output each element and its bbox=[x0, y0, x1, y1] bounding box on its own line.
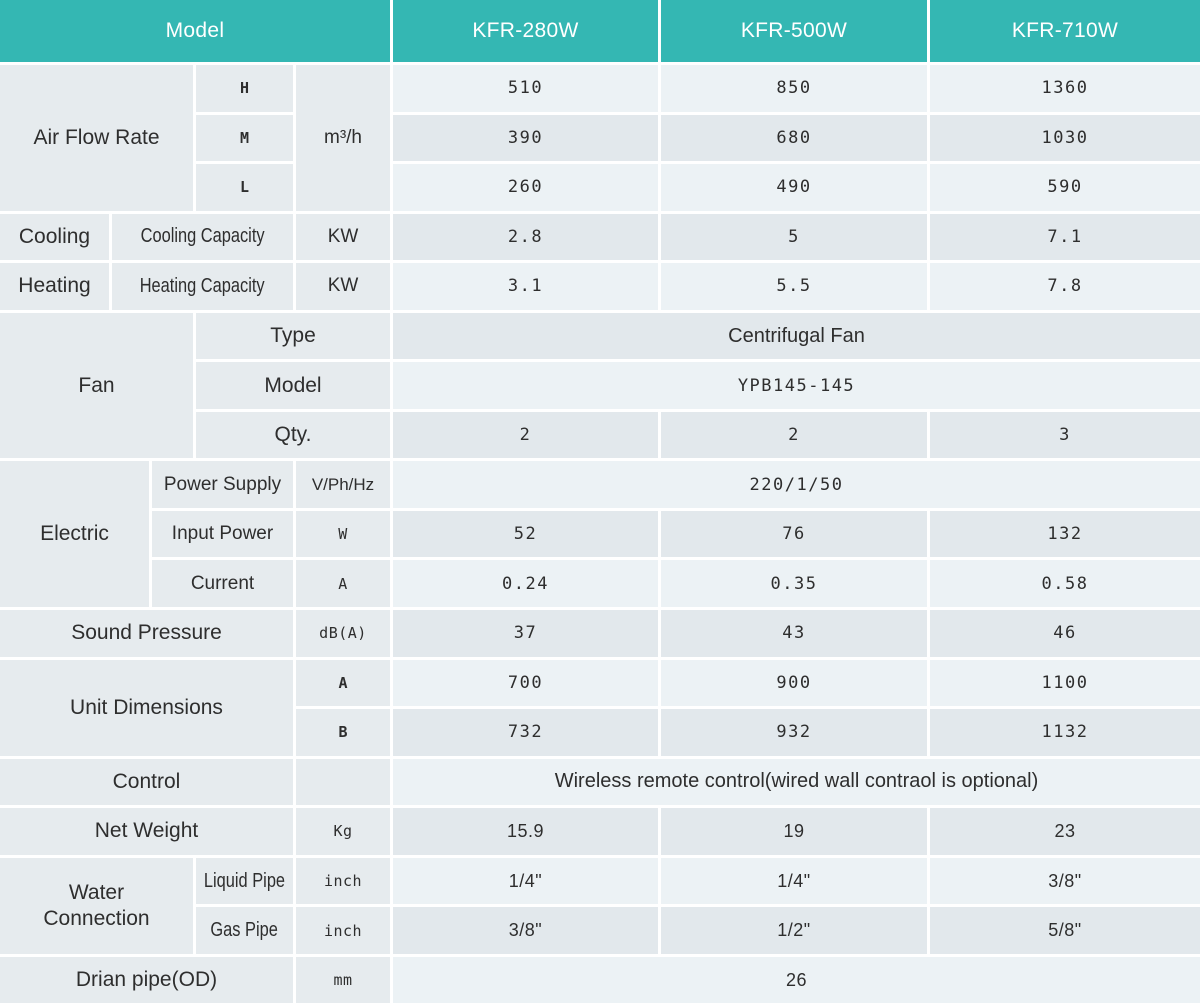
airflow-l-value-280: 260 bbox=[393, 164, 658, 211]
gas-pipe-value-500: 1/2" bbox=[661, 907, 927, 954]
dimension-b-value-710: 1132 bbox=[930, 709, 1200, 756]
heating-unit: KW bbox=[296, 263, 390, 310]
cooling-label: Cooling bbox=[0, 213, 109, 261]
water-connection-label: Water Connection bbox=[0, 857, 193, 954]
heating-value-280: 3.1 bbox=[393, 263, 658, 310]
airflow-label: Air Flow Rate bbox=[0, 65, 193, 211]
dimension-b-value-280: 732 bbox=[393, 709, 658, 756]
electric-label: Electric bbox=[0, 461, 149, 608]
fan-model-label: Model bbox=[196, 362, 390, 409]
current-value-500: 0.35 bbox=[661, 560, 927, 608]
net-weight-value-710: 23 bbox=[930, 808, 1200, 855]
fan-qty-label: Qty. bbox=[196, 411, 390, 459]
heating-value-500: 5.5 bbox=[661, 263, 927, 310]
gas-pipe-label: Gas Pipe bbox=[196, 907, 293, 954]
control-label: Control bbox=[0, 758, 293, 806]
fan-qty-value-500: 2 bbox=[661, 411, 927, 459]
power-supply-value: 220/1/50 bbox=[393, 461, 1200, 508]
airflow-m-value-710: 1030 bbox=[930, 114, 1200, 162]
control-unit-empty bbox=[296, 758, 390, 806]
cooling-value-500: 5 bbox=[661, 213, 927, 261]
drain-pipe-value: 26 bbox=[393, 956, 1200, 1004]
cooling-unit: KW bbox=[296, 213, 390, 261]
heating-capacity-label: Heating Capacity bbox=[112, 263, 293, 310]
gas-pipe-unit: inch bbox=[296, 907, 390, 954]
fan-label: Fan bbox=[0, 312, 193, 459]
sound-pressure-value-710: 46 bbox=[930, 610, 1200, 657]
net-weight-value-280: 15.9 bbox=[393, 808, 658, 855]
dimension-a-label: A bbox=[296, 659, 390, 707]
current-value-280: 0.24 bbox=[393, 560, 658, 608]
net-weight-value-500: 19 bbox=[661, 808, 927, 855]
airflow-h-value-500: 850 bbox=[661, 65, 927, 112]
header-model-label: Model bbox=[165, 19, 225, 42]
airflow-speed-h: H bbox=[196, 65, 293, 112]
dimension-a-value-710: 1100 bbox=[930, 659, 1200, 707]
drain-pipe-unit: mm bbox=[296, 956, 390, 1004]
airflow-m-value-280: 390 bbox=[393, 114, 658, 162]
header-col-kfr-710w: KFR-710W bbox=[930, 0, 1200, 62]
input-power-label: Input Power bbox=[152, 510, 293, 558]
dimension-a-value-500: 900 bbox=[661, 659, 927, 707]
gas-pipe-value-280: 3/8" bbox=[393, 907, 658, 954]
airflow-m-value-500: 680 bbox=[661, 114, 927, 162]
drain-pipe-label: Drian pipe(OD) bbox=[0, 956, 293, 1004]
airflow-h-value-710: 1360 bbox=[930, 65, 1200, 112]
current-label: Current bbox=[152, 560, 293, 608]
dimension-a-value-280: 700 bbox=[393, 659, 658, 707]
fan-qty-value-710: 3 bbox=[930, 411, 1200, 459]
liquid-pipe-value-280: 1/4" bbox=[393, 857, 658, 905]
fan-model-value: YPB145-145 bbox=[393, 362, 1200, 409]
fan-type-label: Type bbox=[196, 312, 390, 360]
airflow-speed-l: L bbox=[196, 164, 293, 211]
sound-pressure-value-500: 43 bbox=[661, 610, 927, 657]
fan-qty-value-280: 2 bbox=[393, 411, 658, 459]
input-power-value-500: 76 bbox=[661, 510, 927, 558]
current-unit: A bbox=[296, 560, 390, 608]
sound-pressure-unit: dB(A) bbox=[296, 610, 390, 657]
sound-pressure-value-280: 37 bbox=[393, 610, 658, 657]
airflow-l-value-710: 590 bbox=[930, 164, 1200, 211]
net-weight-label: Net Weight bbox=[0, 808, 293, 855]
header-model-cell: Model bbox=[0, 0, 390, 62]
current-value-710: 0.58 bbox=[930, 560, 1200, 608]
liquid-pipe-label: Liquid Pipe bbox=[196, 857, 293, 905]
net-weight-unit: Kg bbox=[296, 808, 390, 855]
cooling-value-280: 2.8 bbox=[393, 213, 658, 261]
airflow-l-value-500: 490 bbox=[661, 164, 927, 211]
fan-type-value: Centrifugal Fan bbox=[393, 312, 1200, 360]
liquid-pipe-value-710: 3/8" bbox=[930, 857, 1200, 905]
sound-pressure-label: Sound Pressure bbox=[0, 610, 293, 657]
header-col-kfr-280w: KFR-280W bbox=[393, 0, 658, 62]
liquid-pipe-unit: inch bbox=[296, 857, 390, 905]
airflow-h-value-280: 510 bbox=[393, 65, 658, 112]
airflow-speed-m: M bbox=[196, 114, 293, 162]
cooling-value-710: 7.1 bbox=[930, 213, 1200, 261]
header-col-kfr-500w: KFR-500W bbox=[661, 0, 927, 62]
power-supply-unit: V/Ph/Hz bbox=[296, 461, 390, 508]
input-power-value-280: 52 bbox=[393, 510, 658, 558]
dimension-b-value-500: 932 bbox=[661, 709, 927, 756]
dimension-b-label: B bbox=[296, 709, 390, 756]
unit-dimensions-label: Unit Dimensions bbox=[0, 659, 293, 756]
airflow-unit: m³/h bbox=[296, 65, 390, 211]
input-power-unit: W bbox=[296, 510, 390, 558]
power-supply-label: Power Supply bbox=[152, 461, 293, 508]
input-power-value-710: 132 bbox=[930, 510, 1200, 558]
cooling-capacity-label: Cooling Capacity bbox=[112, 213, 293, 261]
control-value: Wireless remote control(wired wall contr… bbox=[393, 758, 1200, 806]
gas-pipe-value-710: 5/8" bbox=[930, 907, 1200, 954]
liquid-pipe-value-500: 1/4" bbox=[661, 857, 927, 905]
heating-value-710: 7.8 bbox=[930, 263, 1200, 310]
heating-label: Heating bbox=[0, 263, 109, 310]
